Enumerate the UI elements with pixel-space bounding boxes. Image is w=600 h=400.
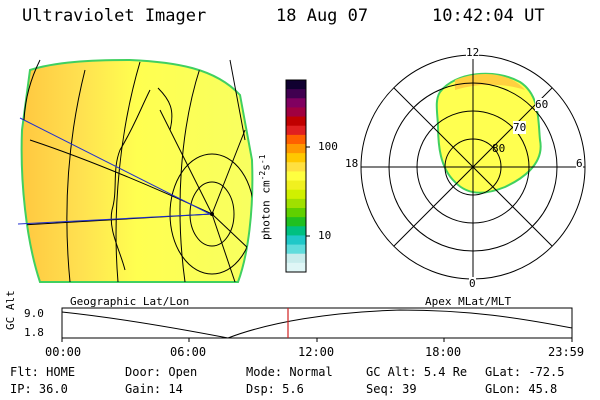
status-value: Open xyxy=(168,365,198,379)
colorbar-swatch xyxy=(286,153,306,163)
colorbar-swatch xyxy=(286,134,306,145)
status-dsp: Dsp: 5.6 xyxy=(246,382,304,396)
status-label: Flt: xyxy=(10,365,39,379)
status-value: 14 xyxy=(168,382,183,396)
status-value: 36.0 xyxy=(38,382,68,396)
orbit-y-top: 9.0 xyxy=(24,307,44,320)
colorbar-swatch xyxy=(286,189,306,200)
geographic-map xyxy=(17,58,254,283)
colorbar-tick-100: 100 xyxy=(318,140,338,153)
unit-mid: s xyxy=(259,164,273,171)
colorbar-swatch xyxy=(286,208,306,218)
colorbar-swatch xyxy=(286,171,306,182)
status-glon: GLon: 45.8 xyxy=(485,382,557,396)
status-label: Gain: xyxy=(125,382,162,396)
mlat-60-label: 60 xyxy=(535,98,549,111)
colorbar-swatch xyxy=(286,180,306,191)
colorbar-swatch xyxy=(286,107,306,118)
colorbar-tick-10: 10 xyxy=(318,229,332,242)
colorbar-swatch xyxy=(286,262,306,273)
colorbar xyxy=(285,79,310,273)
status-value: 45.8 xyxy=(528,382,558,396)
colorbar-swatch xyxy=(286,217,306,227)
status-flt: Flt: HOME xyxy=(10,365,75,379)
unit-exp-1: -2 xyxy=(258,170,267,181)
status-gc-alt: GC Alt: 5.4 Re xyxy=(366,365,467,379)
colorbar-swatch xyxy=(286,244,306,255)
colorbar-swatch xyxy=(286,235,306,246)
status-label: Seq: xyxy=(366,382,395,396)
status-value: HOME xyxy=(46,365,76,379)
status-label: GLat: xyxy=(485,365,522,379)
mlt-12-label: 12 xyxy=(466,46,480,59)
colorbar-swatch xyxy=(286,144,306,154)
status-label: GLon: xyxy=(485,382,522,396)
colorbar-swatch xyxy=(286,162,306,172)
mlt-18-label: 18 xyxy=(345,157,359,170)
colorbar-swatch xyxy=(286,89,306,99)
colorbar-swatch xyxy=(286,98,306,108)
orbit-x-tick: 06:00 xyxy=(170,345,207,359)
mlt-0-label: 0 xyxy=(469,277,476,290)
orbit-axis-label: GC Alt xyxy=(4,290,17,330)
instrument-title: Ultraviolet Imager xyxy=(22,6,207,26)
orbit-plot xyxy=(61,307,573,342)
status-glat: GLat: -72.5 xyxy=(485,365,564,379)
orbit-x-tick: 23:59 xyxy=(548,345,585,359)
status-value: 5.4 Re xyxy=(423,365,468,379)
orbit-x-tick: 00:00 xyxy=(45,345,82,359)
status-mode: Mode: Normal xyxy=(246,365,333,379)
colorbar-swatch xyxy=(286,125,306,136)
status-label: Door: xyxy=(125,365,162,379)
status-seq: Seq: 39 xyxy=(366,382,417,396)
orbit-y-bottom: 1.8 xyxy=(24,326,44,339)
status-value: 5.6 xyxy=(282,382,304,396)
colorbar-swatch xyxy=(286,226,306,236)
apex-label: Apex MLat/MLT xyxy=(425,295,512,308)
date-label: 18 Aug 07 xyxy=(276,6,369,26)
colorbar-swatch xyxy=(286,80,306,90)
colorbar-border xyxy=(285,79,307,273)
status-value: Normal xyxy=(289,365,333,379)
unit-exp-2: -1 xyxy=(258,154,267,165)
colorbar-unit: photon cm-2s-1 xyxy=(258,154,273,240)
colorbar-swatch xyxy=(286,116,306,127)
status-label: IP: xyxy=(10,382,32,396)
mlt-6-label: 6 xyxy=(576,157,583,170)
orbit-x-tick: 12:00 xyxy=(298,345,335,359)
status-label: Dsp: xyxy=(246,382,275,396)
colorbar-swatch xyxy=(286,198,306,209)
orbit-x-tick: 18:00 xyxy=(425,345,462,359)
colorbar-swatch xyxy=(286,253,306,264)
time-label: 10:42:04 UT xyxy=(432,6,545,26)
status-value: -72.5 xyxy=(528,365,565,379)
status-gain: Gain: 14 xyxy=(125,382,183,396)
geographic-label: Geographic Lat/Lon xyxy=(70,295,190,308)
polar-plot xyxy=(360,54,586,280)
status-label: GC Alt: xyxy=(366,365,417,379)
status-label: Mode: xyxy=(246,365,283,379)
unit-text: photon cm xyxy=(259,180,273,240)
status-door: Door: Open xyxy=(125,365,197,379)
status-value: 39 xyxy=(402,382,417,396)
status-ip: IP: 36.0 xyxy=(10,382,68,396)
mlat-80-label: 80 xyxy=(492,142,506,155)
mlat-70-label: 70 xyxy=(513,121,527,134)
